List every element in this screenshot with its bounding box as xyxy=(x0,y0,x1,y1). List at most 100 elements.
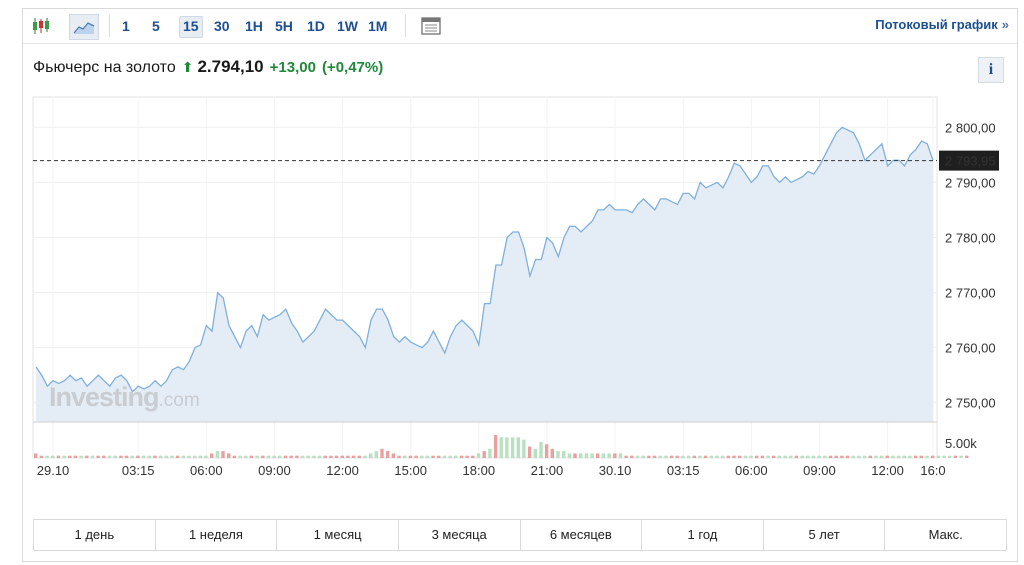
volume-bar xyxy=(357,455,361,458)
volume-bar xyxy=(840,455,844,458)
volume-bar xyxy=(386,451,390,458)
volume-bar xyxy=(953,455,958,458)
volume-bar xyxy=(823,455,827,458)
volume-bar xyxy=(459,455,464,458)
volume-bar xyxy=(391,453,396,458)
volume-bar xyxy=(181,455,185,458)
volume-bar xyxy=(249,455,254,458)
candlestick-chart-icon[interactable] xyxy=(27,14,55,38)
volume-bar xyxy=(113,455,117,458)
last-price-badge-label: 2 793,95 xyxy=(945,154,996,169)
volume-bar xyxy=(760,455,765,458)
volume-bar xyxy=(164,455,168,458)
timeframe-15[interactable]: 15 xyxy=(179,16,203,38)
volume-bar xyxy=(403,455,407,458)
volume-bar xyxy=(141,455,146,458)
investing-watermark: Investing.com xyxy=(49,382,200,413)
volume-bar xyxy=(175,455,180,458)
volume-bar xyxy=(34,453,38,458)
range-button[interactable]: Макс. xyxy=(928,527,963,542)
timeframe-1[interactable]: 1 xyxy=(122,18,130,34)
volume-bar xyxy=(522,439,526,458)
volume-bar xyxy=(482,451,486,458)
x-tick-label: 12:00 xyxy=(871,463,904,478)
chart-widget: 1 5 15 30 1H 5H 1D 1W 1M Потоковый график» Фьюче… xyxy=(22,8,1018,562)
volume-bar xyxy=(885,455,889,458)
toolbar-divider xyxy=(405,15,406,37)
x-tick-label: 03:15 xyxy=(667,463,700,478)
x-tick-label: 06:00 xyxy=(190,463,223,478)
timeframe-1w[interactable]: 1W xyxy=(337,18,358,34)
volume-bar xyxy=(681,455,685,458)
range-selector: 1 день 1 неделя 1 месяц 3 месяца 6 месяцев 1 … xyxy=(33,519,1007,551)
volume-bar xyxy=(147,455,151,458)
volume-bar xyxy=(232,455,237,458)
volume-bar xyxy=(204,455,208,458)
volume-bar xyxy=(845,455,850,458)
volume-bar xyxy=(703,455,708,458)
volume-bar xyxy=(613,453,617,458)
timeframe-1d[interactable]: 1D xyxy=(307,18,325,34)
volume-bar xyxy=(488,448,492,458)
range-button[interactable]: 1 неделя xyxy=(156,520,278,550)
volume-bar xyxy=(380,448,384,458)
volume-bar xyxy=(738,455,742,458)
volume-bar xyxy=(51,455,55,458)
range-button[interactable]: 5 лет xyxy=(764,520,886,550)
volume-bar xyxy=(874,455,878,458)
volume-bar xyxy=(896,455,901,458)
volume-bar xyxy=(323,455,327,458)
info-button[interactable]: i xyxy=(978,57,1004,83)
y-tick-label: 2 790,00 xyxy=(945,175,996,190)
timeframe-1h[interactable]: 1H xyxy=(245,18,263,34)
volume-bar xyxy=(408,455,413,458)
volume-bar xyxy=(584,453,589,458)
volume-bar xyxy=(743,455,748,458)
x-tick-label: 09:00 xyxy=(803,463,836,478)
volume-bar xyxy=(948,455,952,458)
volume-bar xyxy=(931,455,935,458)
range-button[interactable]: 3 месяца xyxy=(399,520,521,550)
volume-bar xyxy=(715,455,719,458)
range-button[interactable]: 1 день xyxy=(34,520,156,550)
stream-chart-link-label[interactable]: Потоковый график xyxy=(875,17,998,32)
volume-bar xyxy=(107,455,112,458)
range-button[interactable]: 1 месяц xyxy=(277,520,399,550)
volume-bar xyxy=(624,455,628,458)
y-tick-label: 2 780,00 xyxy=(945,230,996,245)
price-chart[interactable]: 2 800,00 2 790,00 2 780,00 2 770,00 2 760,00… xyxy=(23,89,1017,479)
volume-bar xyxy=(329,455,333,458)
timeframe-5h[interactable]: 5H xyxy=(275,18,293,34)
volume-bar xyxy=(527,446,532,458)
volume-bar xyxy=(317,455,322,458)
range-button[interactable]: 1 год xyxy=(642,520,764,550)
volume-bar xyxy=(766,455,770,458)
chart-toolbar: 1 5 15 30 1H 5H 1D 1W 1M Потоковый график» xyxy=(23,9,1017,44)
watermark-brand: Investing xyxy=(49,382,160,412)
volume-bar xyxy=(369,453,373,458)
watermark-suffix: .com xyxy=(158,390,200,411)
volume-bar xyxy=(300,455,305,458)
volume-bar xyxy=(340,455,344,458)
volume-bar xyxy=(283,455,288,458)
volume-bar xyxy=(505,437,509,458)
volume-bar xyxy=(579,453,583,458)
stream-chart-link[interactable]: Потоковый график» xyxy=(875,17,1009,32)
x-tick-label: 06:00 xyxy=(735,463,768,478)
last-price: 2.794,10 xyxy=(197,57,264,76)
volume-bar xyxy=(431,455,435,458)
volume-bar xyxy=(170,455,174,458)
timeframe-5[interactable]: 5 xyxy=(152,18,160,34)
timeframe-30[interactable]: 30 xyxy=(214,18,230,34)
volume-bar xyxy=(85,455,89,458)
volume-bar xyxy=(709,455,713,458)
volume-bar xyxy=(351,455,356,458)
data-table-icon[interactable] xyxy=(417,14,445,38)
range-button[interactable]: 6 месяцев xyxy=(521,520,643,550)
volume-bar xyxy=(544,444,549,458)
timeframe-1m[interactable]: 1M xyxy=(368,18,388,34)
volume-bar xyxy=(652,455,657,458)
area-chart-icon[interactable] xyxy=(69,14,99,40)
volume-bar xyxy=(811,455,816,458)
instrument-name: Фьючерс на золото xyxy=(33,59,176,76)
